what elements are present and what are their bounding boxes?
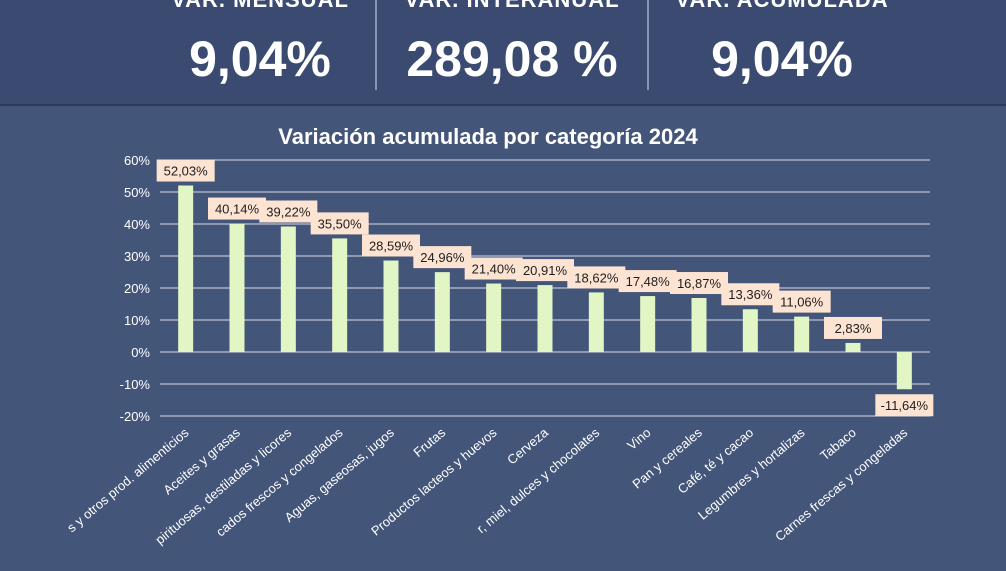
data-label: -11,64% [881, 398, 929, 413]
kpi-accumulated-value: 9,04% [711, 31, 853, 87]
chart-title: Variación acumulada por categoría 2024 [278, 124, 698, 149]
bar [640, 296, 656, 352]
data-label: 39,22% [266, 204, 311, 219]
kpi-accumulated: VAR. ACUMULADA 9,04% [662, 0, 902, 104]
x-tick-label: Cerveza [504, 424, 551, 467]
y-tick-label: -20% [120, 409, 151, 424]
x-tick-label: Vino [624, 425, 653, 453]
data-label: 13,36% [728, 287, 773, 302]
bar [742, 309, 758, 352]
data-label-box [310, 212, 369, 235]
data-label: 52,03% [164, 164, 209, 179]
bar [383, 260, 399, 352]
bar [896, 352, 912, 390]
y-axis: 60% 50% 40% 30% 20% 10% 0% -10% -20% [120, 153, 151, 424]
data-label-box [362, 234, 420, 257]
data-label: 28,59% [369, 239, 414, 254]
data-label: 16,87% [677, 276, 722, 291]
data-label: 2,83% [835, 321, 872, 336]
data-labels: 52,03% 40,14% 39,22% 35,50% 28,59% 24,96% 21,4… [156, 159, 934, 417]
data-label-box [618, 270, 677, 293]
y-tick-label: -10% [120, 377, 151, 392]
data-label: 40,14% [215, 202, 260, 217]
bar [845, 342, 861, 352]
data-label: 35,50% [318, 216, 363, 231]
y-tick-label: 40% [124, 217, 150, 232]
bar [588, 292, 604, 352]
x-tick-label: Frutas [410, 424, 448, 459]
bar [332, 238, 348, 352]
bar-chart: Variación acumulada por categoría 2024 6… [64, 124, 934, 547]
data-label-box [567, 266, 626, 289]
kpi-separator [375, 0, 377, 90]
data-label-box [772, 290, 831, 313]
bar [691, 298, 707, 352]
bars [178, 185, 912, 390]
data-label: 18,62% [574, 270, 619, 285]
data-label: 17,48% [626, 274, 671, 289]
data-label-box [824, 316, 882, 339]
bar [537, 285, 553, 352]
kpi-band: VAR. MENSUAL 9,04% VAR. INTERANUAL 289,0… [0, 0, 1006, 106]
y-tick-label: 50% [124, 185, 150, 200]
y-tick-label: 10% [124, 313, 150, 328]
data-label-box [721, 283, 780, 306]
data-label-box [208, 197, 266, 220]
data-label: 11,06% [780, 295, 824, 310]
data-label-box [875, 394, 934, 417]
kpi-accumulated-title: VAR. ACUMULADA [662, 0, 902, 12]
chart-panel: Variación acumulada por categoría 2024 6… [0, 106, 1006, 566]
data-label: 24,96% [420, 250, 465, 265]
data-label-box [670, 272, 728, 295]
data-label-box [516, 259, 574, 282]
y-tick-label: 0% [131, 345, 150, 360]
kpi-yearly-value: 289,08 % [406, 31, 618, 87]
y-tick-label: 30% [124, 249, 150, 264]
bar [486, 283, 502, 352]
bar [434, 272, 450, 352]
kpi-monthly: VAR. MENSUAL 9,04% [150, 0, 370, 104]
data-label: 20,91% [523, 263, 568, 278]
kpi-separator [647, 0, 649, 90]
kpi-monthly-value: 9,04% [189, 31, 331, 87]
kpi-monthly-title: VAR. MENSUAL [150, 0, 370, 12]
data-label-box [259, 200, 318, 223]
y-tick-label: 60% [124, 153, 150, 168]
data-label-box [413, 246, 472, 269]
y-tick-label: 20% [124, 281, 150, 296]
kpi-yearly-title: VAR. INTERANUAL [382, 0, 642, 12]
bar [229, 223, 245, 352]
kpi-yearly: VAR. INTERANUAL 289,08 % [382, 0, 642, 104]
x-tick-label: Tabaco [817, 425, 859, 463]
data-label: 21,40% [472, 262, 517, 277]
bar [794, 316, 810, 352]
data-label-box [464, 257, 523, 280]
bar [280, 226, 296, 352]
bar [178, 185, 194, 352]
data-label-box [156, 159, 215, 182]
